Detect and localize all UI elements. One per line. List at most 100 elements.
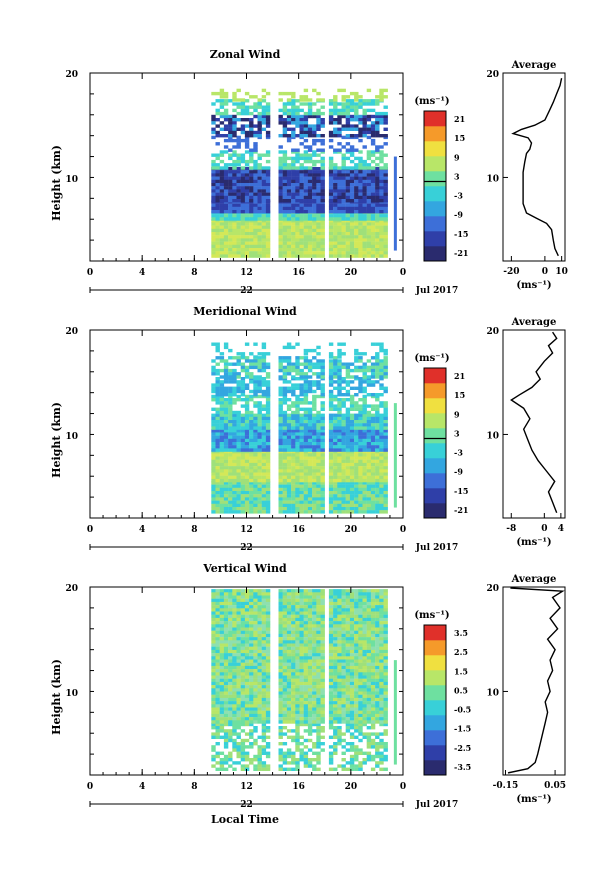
heatmap-cell [240, 420, 246, 424]
heatmap-cell [375, 735, 380, 739]
heatmap-cell [228, 232, 233, 236]
heatmap-cell [307, 456, 313, 460]
heatmap-cell [249, 195, 254, 200]
heatmap-cell [379, 199, 384, 203]
heatmap-cell [379, 244, 384, 249]
heatmap-cell [316, 643, 321, 647]
heatmap-cell [366, 416, 372, 421]
heatmap-cell [370, 170, 376, 174]
heatmap-cell [333, 380, 338, 384]
heatmap-cell [228, 156, 233, 161]
colorbar-frame [423, 110, 447, 262]
heatmap-cell [320, 222, 325, 226]
heatmap-cell [354, 189, 359, 193]
heatmap-cell [349, 605, 355, 609]
heatmap-cell [316, 614, 321, 619]
heatmap-cell [358, 163, 363, 167]
heatmap-cell [345, 649, 351, 654]
heatmap-cell [333, 466, 338, 470]
heatmap-cell [240, 627, 246, 631]
heatmap-cell [228, 738, 233, 743]
heatmap-cell [257, 456, 262, 460]
heatmap-cell [362, 114, 367, 119]
heatmap-cell [354, 375, 359, 379]
heatmap-cell [219, 394, 225, 399]
heatmap-cell [299, 186, 304, 190]
heatmap-cell [316, 235, 321, 239]
heatmap-cell [341, 456, 346, 460]
profile-x-tick-label: 0 [542, 267, 548, 277]
heatmap-cell [349, 742, 355, 746]
heatmap-cell [282, 445, 288, 449]
heatmap-cell [253, 726, 258, 730]
heatmap-cell [337, 608, 342, 612]
heatmap-cell [375, 500, 380, 504]
heatmap-cell [211, 617, 216, 622]
heatmap-cell [253, 179, 258, 184]
heatmap-cell [358, 507, 363, 511]
heatmap-cell [337, 383, 342, 387]
colorbar-tick-label: 15 [454, 133, 465, 143]
heatmap-cell [223, 134, 229, 138]
heatmap-cell [358, 722, 363, 727]
heatmap-cell [316, 254, 321, 258]
heatmap-cell [211, 637, 216, 641]
heatmap-cell [345, 423, 351, 427]
heatmap-cell [240, 413, 246, 417]
heatmap-cell [303, 118, 309, 122]
heatmap-cell [215, 646, 220, 651]
heatmap-cell [232, 124, 237, 128]
heatmap-cell [303, 624, 309, 628]
heatmap-cell [299, 429, 304, 433]
heatmap-cell [316, 735, 321, 739]
heatmap-cell [261, 407, 267, 411]
heatmap-cell [383, 491, 388, 495]
heatmap-cell [379, 111, 384, 116]
heatmap-cell [219, 407, 225, 411]
heatmap-cell [291, 192, 296, 196]
heatmap-cell [240, 754, 246, 759]
heatmap-cell [328, 372, 334, 376]
heatmap-cell [320, 238, 325, 242]
heatmap-cell [341, 432, 346, 436]
heatmap-cell [282, 375, 288, 379]
heatmap-cell [282, 244, 288, 249]
heatmap-cell [228, 153, 233, 157]
heatmap-cell [286, 595, 292, 599]
heatmap-cell [240, 186, 246, 190]
heatmap-cell [253, 142, 258, 146]
heatmap-cell [265, 217, 271, 221]
heatmap-cell [282, 210, 288, 214]
heatmap-cell [228, 758, 233, 762]
heatmap-cell [253, 222, 258, 226]
heatmap-area [211, 88, 397, 258]
heatmap-cell [345, 248, 351, 252]
heatmap-cell [257, 105, 262, 109]
heatmap-cell [253, 621, 258, 625]
heatmap-cell [370, 491, 376, 495]
heatmap-cell [249, 192, 254, 196]
heatmap-cell [320, 646, 325, 651]
heatmap-cell [379, 745, 384, 749]
heatmap-cell [320, 649, 325, 654]
heatmap-cell [299, 510, 304, 514]
heatmap-cell [312, 251, 317, 255]
heatmap-cell [366, 210, 372, 214]
heatmap-cell [282, 758, 288, 762]
heatmap-cell [299, 189, 304, 193]
heatmap-cell [253, 764, 258, 768]
heatmap-cell [312, 124, 317, 128]
heatmap-cell [215, 601, 220, 606]
heatmap-cell [366, 500, 372, 504]
heatmap-cell [228, 640, 233, 644]
heatmap-cell [341, 442, 346, 446]
heatmap-cell [345, 435, 351, 439]
heatmap-cell [232, 627, 237, 631]
heatmap-cell [345, 375, 351, 379]
heatmap-cell [307, 251, 313, 255]
heatmap-cell [278, 356, 283, 360]
heatmap-cell [215, 475, 220, 480]
heatmap-cell [316, 589, 321, 593]
heatmap-cell [337, 225, 342, 229]
heatmap-cell [261, 355, 267, 359]
